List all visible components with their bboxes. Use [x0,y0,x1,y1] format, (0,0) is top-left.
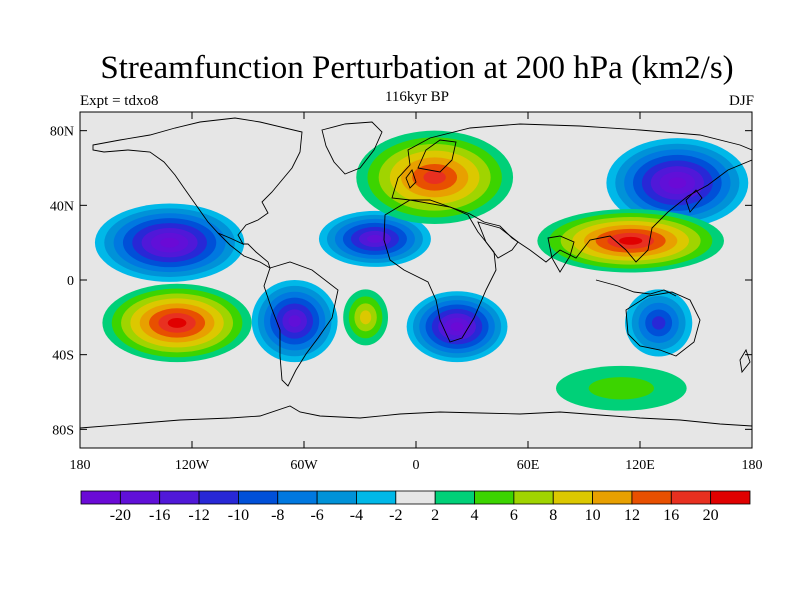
y-tick-label: 80N [50,125,74,140]
colorbar-box [356,490,397,505]
colorbar-label: 2 [431,507,439,524]
y-tick-label: 80S [52,423,74,438]
colorbar: -20 -16 -12 -10 -8 -6 -4 -2 2 4 6 8 10 12 16 20 [80,490,751,524]
coastline-south-america [263,261,339,387]
x-tick-label: 120E [625,458,655,473]
x-tick-label: 180 [70,458,91,473]
europe-high [356,130,514,224]
colorbar-label: 12 [624,507,640,524]
coastline-arabia [477,221,519,259]
south-pacific-high [102,283,252,363]
colorbar-box [238,490,279,505]
x-tick-label: 120W [175,458,210,473]
south-america-low [251,280,338,363]
colorbar-box [119,490,161,505]
south-atlantic-high [343,289,388,346]
tropical-atlantic-low-band [366,234,383,243]
colorbar-label: -12 [188,507,209,524]
colorbar-box [316,490,357,505]
colorbar-box [710,490,751,505]
colorbar-label: -20 [110,507,131,524]
x-tick-label: 180 [742,458,763,473]
season-label: DJF [728,93,754,109]
tropical-atlantic-low [318,210,431,267]
colorbar-box [277,490,318,505]
colorbar-label: 8 [549,507,557,524]
y-tick-label: 40N [50,199,74,214]
northeast-asia-low [606,138,749,228]
coastline-scandinavia [417,139,457,173]
colorbar-box [670,490,712,505]
south-pacific-high-band [167,318,187,328]
coastline-africa [383,199,497,343]
x-tick-label: 60W [290,458,318,473]
southern-ocean-high-band [588,377,654,400]
coastline-uk [405,169,417,189]
figure-title: Streamfunction Perturbation at 200 hPa (… [100,50,734,86]
coastline-japan [685,189,703,213]
south-asia-high [537,209,725,273]
colorbar-label: 20 [703,507,719,524]
coastline-eurasia [391,123,752,263]
streamfunction-field [94,130,749,411]
coastline-new-zealand [739,348,751,374]
x-tick-label: 60E [517,458,540,473]
coastline-north-america [92,117,303,245]
coastlines [80,117,752,429]
australia-low-band [651,316,666,330]
south-america-low-band [288,315,301,327]
figure-subtitle: 116kyr BP [384,89,450,105]
colorbar-label: -8 [271,507,284,524]
colorbar-label: 6 [510,507,518,524]
colorbar-label: -10 [228,507,249,524]
colorbar-label: -6 [310,507,323,524]
experiment-label: Expt = tdxo8 [80,93,159,109]
southern-africa-low-band [450,322,464,332]
colorbar-box [198,490,239,505]
south-atlantic-high-band [360,310,372,325]
south-asia-high-band [619,236,643,245]
colorbar-label: -16 [149,507,170,524]
coastline-antarctica [80,405,752,429]
eastern-north-pacific-low-band [160,237,179,248]
coastline-india [547,235,575,273]
coastline-australia [625,291,701,357]
coastline-greenland [321,121,383,175]
map-axes: 180 120W 60W 0 60E 120E 180 80N 40N 0 40S 80S [50,112,763,473]
colorbar-box [434,490,475,505]
colorbar-label: 16 [663,507,679,524]
colorbar-box [592,490,633,505]
x-tick-label: 0 [413,458,420,473]
colorbar-box [395,490,436,505]
eastern-north-pacific-low [94,203,245,282]
y-tick-label: 0 [67,274,74,289]
colorbar-label: 4 [471,507,479,524]
southern-africa-low [406,291,508,363]
colorbar-box [552,490,593,505]
colorbar-box [474,490,515,505]
colorbar-box [631,490,672,505]
colorbar-label: -2 [389,507,402,524]
colorbar-label: -4 [350,507,363,524]
australia-low [625,289,693,357]
southern-ocean-high [556,365,687,411]
colorbar-box [80,490,121,505]
coastline-indonesia [595,279,677,297]
colorbar-label: 10 [585,507,601,524]
colorbar-box [513,490,554,505]
colorbar-box [159,490,200,505]
northeast-asia-low-band [668,177,687,189]
europe-high-band [423,170,446,184]
y-tick-label: 40S [52,349,74,364]
